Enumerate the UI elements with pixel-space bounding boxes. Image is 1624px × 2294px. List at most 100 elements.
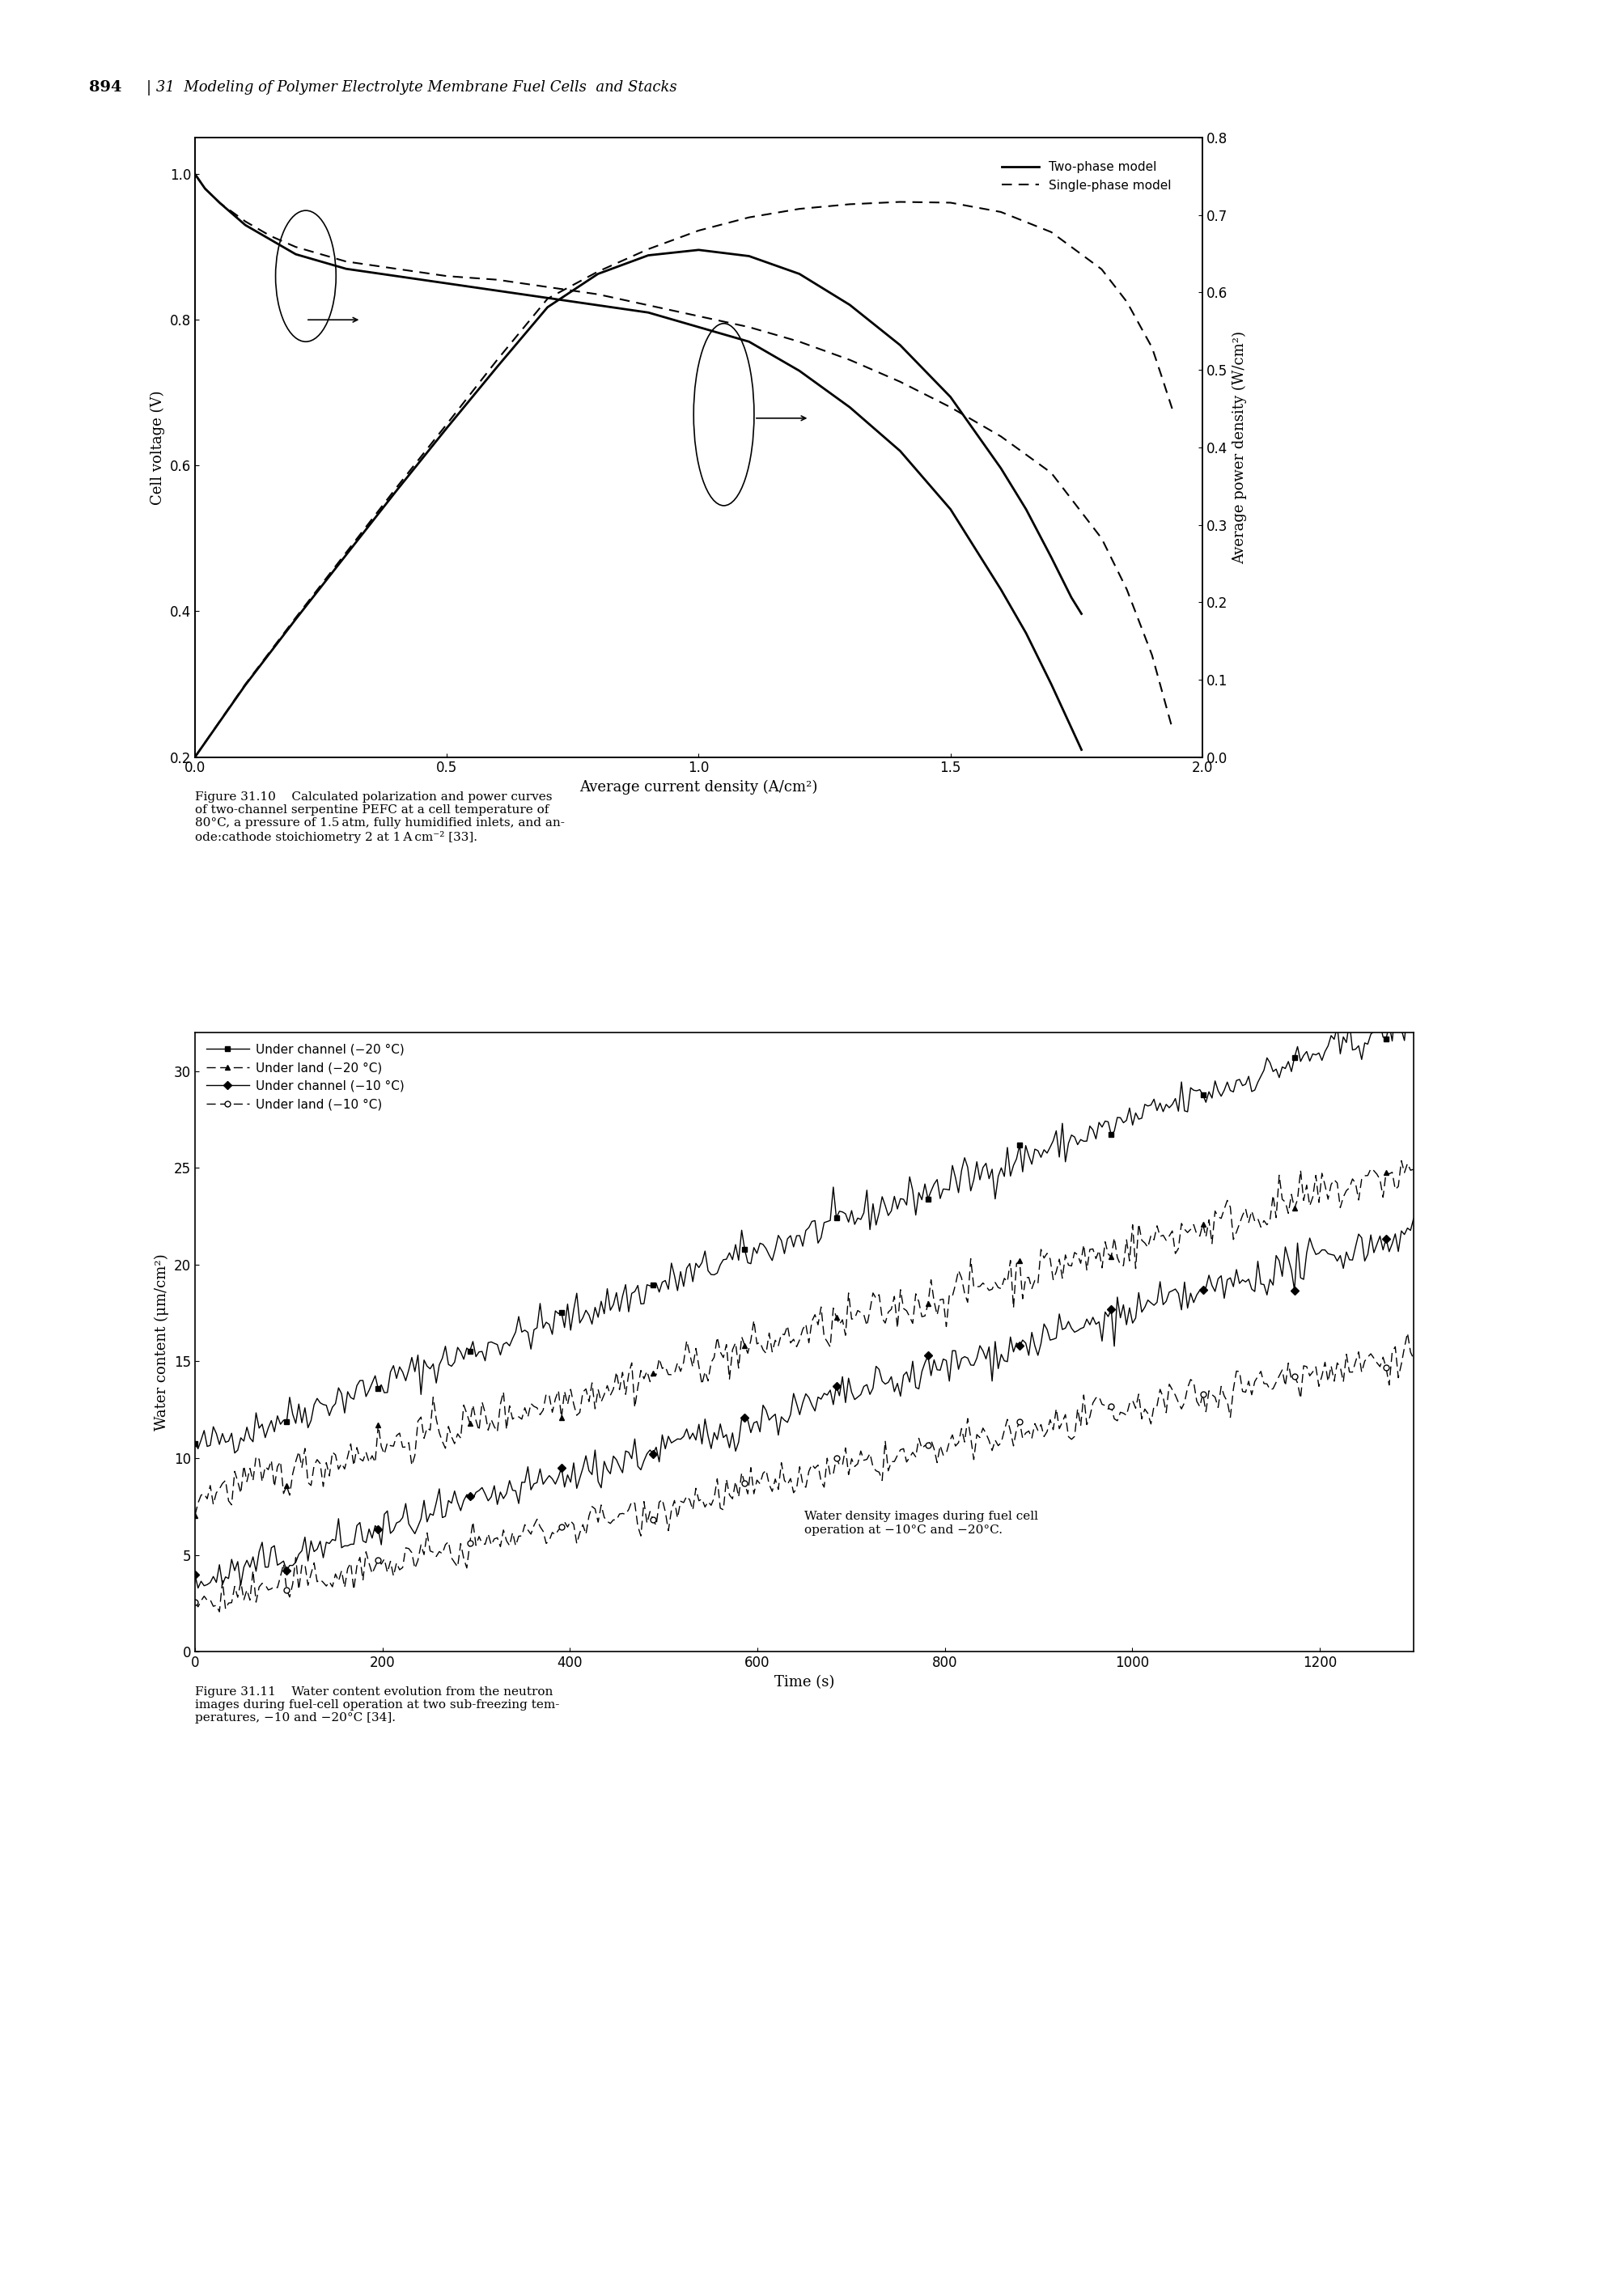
Under land (−20 °C): [1390, 1147, 1410, 1175]
Under channel (−10 °C): [955, 1342, 974, 1370]
Two-phase model: [1060, 713, 1080, 741]
Under channel (−10 °C): [188, 1574, 208, 1601]
Under land (−20 °C): [581, 1370, 601, 1397]
Under channel (−10 °C): [335, 1532, 354, 1560]
Single-phase model: [991, 422, 1010, 450]
Two-phase model: [1017, 619, 1036, 647]
Single-phase model: [437, 262, 456, 289]
Single-phase model: [235, 209, 255, 236]
Under channel (−10 °C): [1403, 1204, 1423, 1232]
Two-phase model: [336, 255, 356, 282]
Two-phase model: [638, 298, 658, 326]
Single-phase model: [1151, 677, 1171, 704]
Two-phase model: [437, 271, 456, 298]
Under channel (−20 °C): [585, 1294, 604, 1321]
Two-phase model: [1041, 670, 1060, 697]
Y-axis label: Water content (μm/cm²): Water content (μm/cm²): [154, 1253, 169, 1431]
Two-phase model: [890, 438, 909, 466]
Single-phase model: [940, 395, 960, 422]
Single-phase model: [211, 190, 231, 218]
Two-phase model: [260, 225, 281, 252]
Under channel (−20 °C): [1403, 996, 1423, 1023]
Two-phase model: [840, 395, 859, 422]
Single-phase model: [286, 234, 305, 262]
Single-phase model: [1117, 576, 1137, 603]
X-axis label: Time (s): Time (s): [773, 1675, 835, 1688]
Y-axis label: Average power density (W/cm²): Average power density (W/cm²): [1231, 330, 1246, 564]
Under channel (−20 °C): [1067, 1131, 1086, 1158]
Text: Water density images during fuel cell
operation at −10°C and −20°C.: Water density images during fuel cell op…: [804, 1512, 1038, 1535]
Two-phase model: [689, 314, 708, 342]
Under land (−20 °C): [185, 1503, 205, 1530]
Single-phase model: [588, 280, 607, 307]
Single-phase model: [387, 255, 406, 282]
Under channel (−20 °C): [335, 1399, 354, 1427]
Under land (−20 °C): [1064, 1239, 1083, 1266]
Two-phase model: [739, 328, 758, 356]
Legend: Under channel (−20 °C), Under land (−20 °C), Under channel (−10 °C), Under land : Under channel (−20 °C), Under land (−20 …: [201, 1039, 409, 1115]
Single-phase model: [1091, 525, 1111, 553]
Line: Under channel (−10 °C): Under channel (−10 °C): [192, 1216, 1416, 1590]
Single-phase model: [185, 161, 205, 188]
Under channel (−20 °C): [185, 1429, 205, 1457]
Single-phase model: [195, 174, 214, 202]
Under channel (−10 °C): [585, 1436, 604, 1464]
Single-phase model: [890, 367, 909, 395]
Two-phase model: [588, 291, 607, 319]
Single-phase model: [689, 303, 708, 330]
Single-phase model: [739, 314, 758, 342]
Under land (−20 °C): [667, 1349, 687, 1376]
Two-phase model: [789, 358, 809, 385]
Under channel (−20 °C): [1073, 1126, 1093, 1154]
Two-phase model: [235, 211, 255, 239]
Under land (−10 °C): [185, 1587, 205, 1615]
Under land (−20 °C): [331, 1450, 351, 1477]
Under land (−20 °C): [1403, 1156, 1423, 1184]
Text: 894: 894: [89, 80, 122, 94]
Under channel (−20 °C): [671, 1257, 690, 1285]
Under channel (−20 °C): [955, 1145, 974, 1172]
Single-phase model: [260, 223, 281, 250]
Single-phase model: [638, 291, 658, 319]
Text: Figure 31.11    Water content evolution from the neutron
images during fuel-cell: Figure 31.11 Water content evolution fro…: [195, 1686, 559, 1723]
Under land (−10 °C): [1403, 1344, 1423, 1372]
Under land (−10 °C): [585, 1496, 604, 1523]
Two-phase model: [1051, 693, 1070, 720]
Two-phase model: [1072, 736, 1091, 764]
Two-phase model: [387, 262, 406, 289]
Two-phase model: [538, 284, 557, 312]
Under land (−10 °C): [671, 1487, 690, 1514]
Legend: Two-phase model, Single-phase model: Two-phase model, Single-phase model: [996, 156, 1176, 197]
Single-phase model: [1161, 713, 1181, 741]
Under land (−20 °C): [1070, 1250, 1090, 1278]
Two-phase model: [211, 190, 231, 218]
Under land (−10 °C): [1397, 1319, 1416, 1347]
Under channel (−20 °C): [224, 1438, 244, 1466]
Line: Under channel (−20 °C): Under channel (−20 °C): [192, 1005, 1416, 1457]
Two-phase model: [940, 496, 960, 523]
Line: Under land (−20 °C): Under land (−20 °C): [192, 1158, 1416, 1519]
Single-phase model: [336, 248, 356, 275]
Y-axis label: Cell voltage (V): Cell voltage (V): [151, 390, 166, 505]
Single-phase model: [538, 273, 557, 301]
Two-phase model: [991, 576, 1010, 603]
Text: | 31  Modeling of Polymer Electrolyte Membrane Fuel Cells  and Stacks: | 31 Modeling of Polymer Electrolyte Mem…: [146, 80, 677, 96]
Under land (−10 °C): [1067, 1395, 1086, 1422]
Single-phase model: [487, 266, 507, 294]
Two-phase model: [487, 278, 507, 305]
Line: Two-phase model: Two-phase model: [195, 174, 1082, 750]
Under channel (−10 °C): [1067, 1317, 1086, 1344]
X-axis label: Average current density (A/cm²): Average current density (A/cm²): [580, 780, 817, 794]
Under channel (−10 °C): [671, 1425, 690, 1452]
Two-phase model: [195, 174, 214, 202]
Single-phase model: [789, 328, 809, 356]
Line: Under land (−10 °C): Under land (−10 °C): [192, 1331, 1416, 1615]
Single-phase model: [1041, 459, 1060, 486]
Under land (−20 °C): [952, 1264, 971, 1292]
Under channel (−10 °C): [185, 1562, 205, 1590]
Under land (−10 °C): [209, 1599, 229, 1626]
Text: Figure 31.10    Calculated polarization and power curves
of two-channel serpenti: Figure 31.10 Calculated polarization and…: [195, 791, 565, 844]
Under land (−10 °C): [1073, 1381, 1093, 1409]
Single-phase model: [1142, 642, 1161, 670]
Single-phase model: [840, 346, 859, 374]
